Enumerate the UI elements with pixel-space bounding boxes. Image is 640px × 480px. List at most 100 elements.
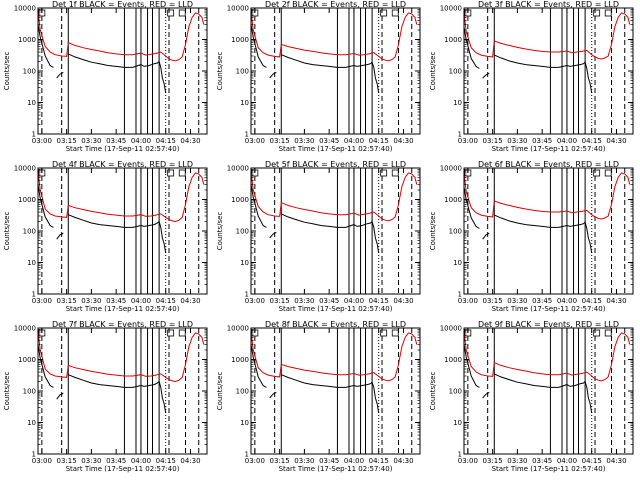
- marker-box: [167, 329, 175, 337]
- y-axis-label: Counts/sec: [216, 372, 224, 411]
- marker-box: [604, 169, 612, 177]
- marker-box: [380, 169, 388, 177]
- x-tick-label: 04:00: [344, 137, 364, 145]
- x-tick-label: 03:00: [245, 297, 265, 305]
- chart-title: Det 7f BLACK = Events, RED = LLD: [52, 320, 193, 329]
- chart-title: Det 9f BLACK = Events, RED = LLD: [478, 320, 619, 329]
- chart-title: Det 8f BLACK = Events, RED = LLD: [265, 320, 406, 329]
- y-tick-label: 1000: [231, 36, 249, 44]
- y-tick-label: 10: [27, 419, 36, 427]
- x-tick-label: 03:45: [532, 457, 552, 465]
- y-tick-label: 10000: [440, 325, 462, 333]
- x-tick-label: 04:00: [131, 457, 151, 465]
- detector-chart-1: Det 1f BLACK = Events, RED = LLD 1 10 100 10…: [3, 0, 208, 153]
- y-tick-label: 100: [23, 388, 36, 396]
- x-tick-label: 03:45: [532, 297, 552, 305]
- marker-box: [167, 9, 175, 17]
- y-tick-label: 1: [458, 131, 462, 139]
- y-axis-label: Counts/sec: [429, 52, 437, 91]
- marker-box: [380, 9, 388, 17]
- series-lld: [250, 11, 418, 62]
- marker-box: [604, 9, 612, 17]
- y-tick-label: 10: [453, 99, 462, 107]
- y-tick-label: 100: [236, 68, 249, 76]
- x-tick-label: 04:30: [393, 457, 413, 465]
- x-tick-label: 04:30: [180, 457, 200, 465]
- chart-title: Det 3f BLACK = Events, RED = LLD: [478, 0, 619, 9]
- plot-frame: [250, 7, 421, 135]
- y-tick-label: 1: [245, 131, 249, 139]
- series-lld: [463, 172, 631, 220]
- x-tick-label: 04:15: [582, 297, 602, 305]
- y-axis-label: Counts/sec: [216, 52, 224, 91]
- chart-title: Det 5f BLACK = Events, RED = LLD: [265, 160, 406, 169]
- x-tick-label: 03:30: [507, 457, 527, 465]
- y-tick-label: 10: [27, 99, 36, 107]
- x-tick-label: 03:30: [507, 137, 527, 145]
- plot-frame: [250, 327, 421, 455]
- x-tick-label: 03:30: [81, 297, 101, 305]
- marker-box: [391, 169, 399, 177]
- y-tick-label: 1000: [18, 36, 36, 44]
- x-tick-label: 03:00: [245, 137, 265, 145]
- y-tick-label: 1000: [444, 356, 462, 364]
- x-tick-label: 03:00: [458, 137, 478, 145]
- x-tick-label: 04:00: [344, 297, 364, 305]
- x-tick-label: 03:45: [106, 137, 126, 145]
- x-tick-label: 04:00: [131, 137, 151, 145]
- x-tick-label: 03:45: [319, 297, 339, 305]
- y-tick-label: 1000: [18, 356, 36, 364]
- chart-title: Det 4f BLACK = Events, RED = LLD: [52, 160, 193, 169]
- x-tick-label: 03:15: [483, 297, 503, 305]
- plot-frame: [250, 167, 421, 295]
- detector-chart-5: Det 5f BLACK = Events, RED = LLD 1 10 100 10…: [216, 160, 421, 313]
- x-tick-label: 03:00: [458, 297, 478, 305]
- y-tick-label: 10000: [14, 5, 36, 13]
- x-tick-label: 04:30: [393, 297, 413, 305]
- x-tick-label: 04:15: [369, 457, 389, 465]
- y-tick-label: 1: [32, 451, 36, 459]
- detector-chart-9: Det 9f BLACK = Events, RED = LLD 1 10 100 10…: [429, 320, 634, 473]
- x-tick-label: 04:30: [606, 297, 626, 305]
- x-axis-label: Start Time (17-Sep-11 02:57:40): [66, 465, 180, 473]
- marker-box: [391, 9, 399, 17]
- y-tick-label: 10: [240, 99, 249, 107]
- y-axis-label: Counts/sec: [429, 372, 437, 411]
- series-lld: [250, 331, 418, 382]
- x-axis-label: Start Time (17-Sep-11 02:57:40): [66, 305, 180, 313]
- marker-box: [593, 169, 601, 177]
- y-tick-label: 10: [240, 419, 249, 427]
- x-axis-label: Start Time (17-Sep-11 02:57:40): [279, 305, 393, 313]
- y-tick-label: 1: [458, 291, 462, 299]
- x-tick-label: 04:30: [180, 297, 200, 305]
- y-tick-label: 1000: [231, 356, 249, 364]
- y-tick-label: 10000: [227, 5, 249, 13]
- x-tick-label: 03:15: [483, 137, 503, 145]
- y-tick-label: 1: [458, 451, 462, 459]
- x-tick-label: 03:00: [245, 457, 265, 465]
- x-tick-label: 04:15: [156, 137, 176, 145]
- series-lld: [250, 171, 418, 222]
- x-tick-label: 03:00: [458, 457, 478, 465]
- series-events: [250, 344, 380, 414]
- x-tick-label: 03:30: [81, 457, 101, 465]
- y-tick-label: 100: [23, 68, 36, 76]
- series-lld: [37, 331, 205, 383]
- x-tick-label: 04:30: [393, 137, 413, 145]
- x-tick-label: 03:45: [106, 457, 126, 465]
- chart-title: Det 1f BLACK = Events, RED = LLD: [52, 0, 193, 9]
- x-tick-label: 03:45: [532, 137, 552, 145]
- x-tick-label: 03:45: [319, 137, 339, 145]
- y-tick-label: 10: [240, 259, 249, 267]
- marker-box: [593, 329, 601, 337]
- y-axis-label: Counts/sec: [216, 212, 224, 251]
- series-lld: [463, 331, 631, 382]
- plot-frame: [463, 167, 634, 295]
- marker-box: [178, 329, 186, 337]
- plot-frame: [463, 7, 634, 135]
- series-lld: [37, 171, 205, 223]
- y-tick-label: 10: [453, 419, 462, 427]
- y-tick-label: 100: [23, 228, 36, 236]
- y-tick-label: 100: [236, 388, 249, 396]
- plot-frame: [463, 327, 634, 455]
